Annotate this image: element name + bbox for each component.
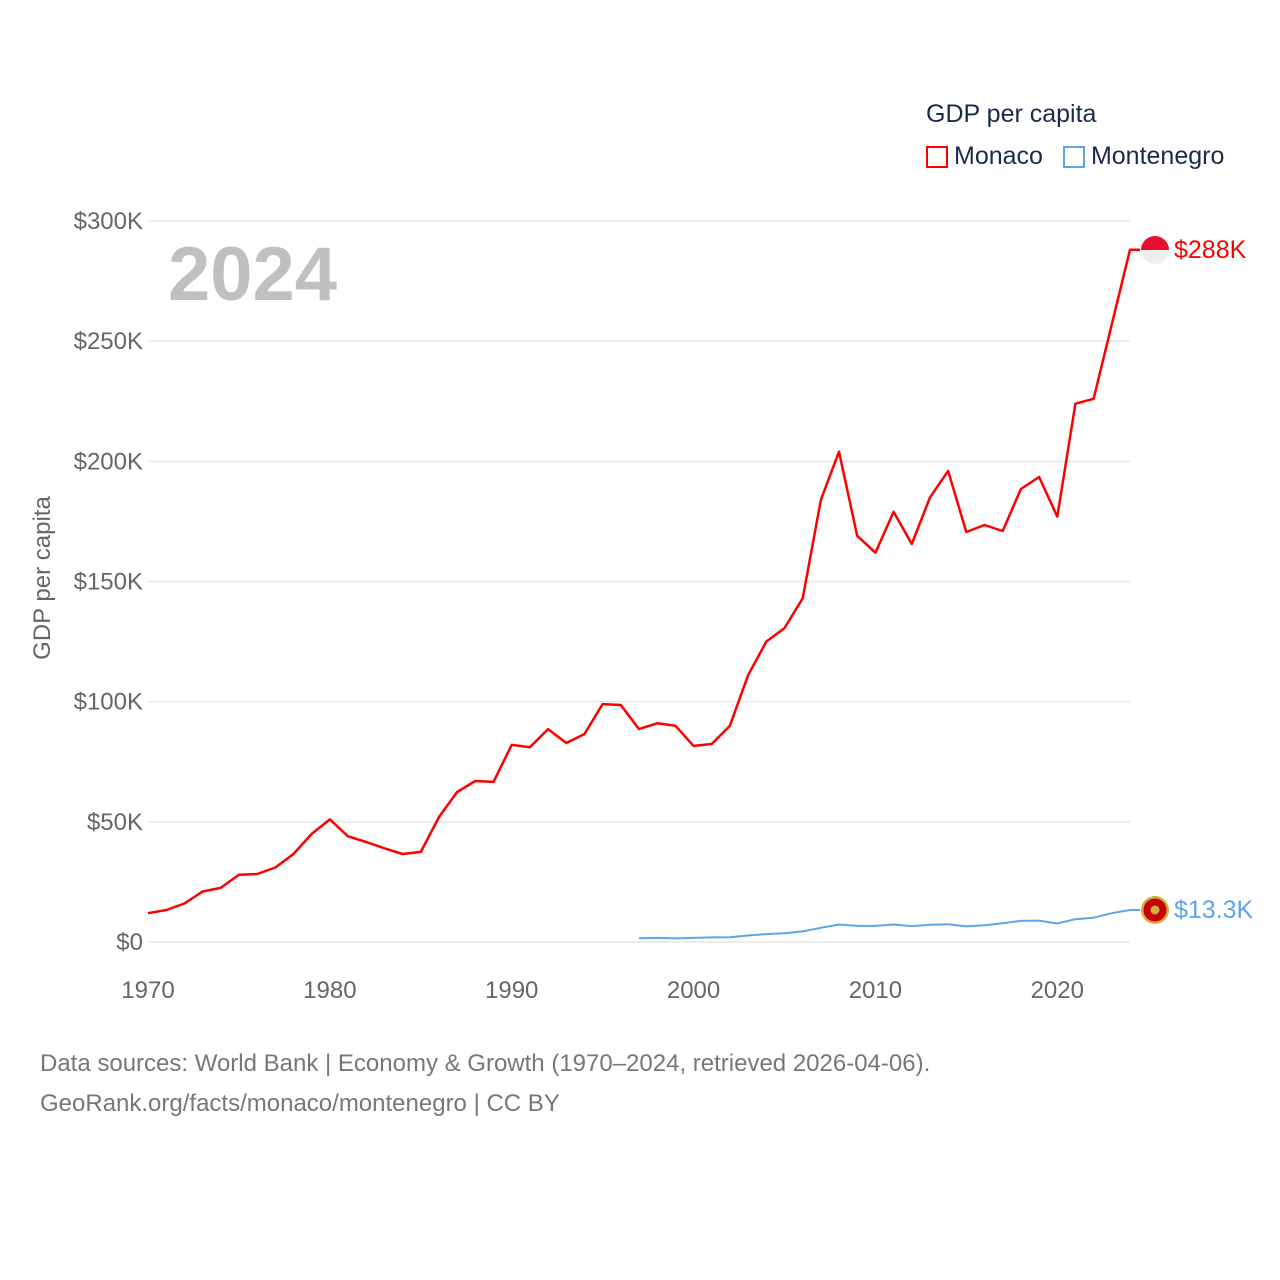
x-tick-label: 2020 [1031,977,1084,1004]
x-tick-label: 2000 [667,977,720,1004]
series-line-montenegro [638,909,1140,940]
year-watermark: 2024 [168,232,337,317]
x-tick-labels: 1970 1980 1990 2000 2010 2020 [121,977,1084,1004]
monaco-flag-icon [1141,236,1169,264]
y-tick-label: $100K [74,689,143,716]
series-line-monaco [147,248,1140,915]
end-label-monaco: $288K [1174,236,1247,264]
source-line-1: Data sources: World Bank | Economy & Gro… [40,1050,931,1077]
source-note: Data sources: World Bank | Economy & Gro… [40,1044,930,1124]
y-tick-label: $50K [87,809,143,836]
y-tick-label: $300K [74,208,143,235]
x-tick-label: 1990 [485,977,538,1004]
source-line-2: GeoRank.org/facts/monaco/montenegro | CC… [40,1090,560,1117]
legend-label-monaco: Monaco [954,142,1043,170]
y-tick-label: $250K [74,328,143,355]
x-tick-label: 1970 [121,977,174,1004]
legend: Monaco Montenegro [926,142,1224,171]
x-tick-label: 1980 [303,977,356,1004]
y-axis-label: GDP per capita [29,496,56,660]
legend-swatch-montenegro [1062,145,1085,168]
y-tick-label: $200K [74,448,143,475]
montenegro-flag-icon [1141,896,1169,924]
y-tick-labels: $0 $50K $100K $150K $200K $250K $300K [74,208,143,956]
legend-item-montenegro[interactable]: Montenegro [1062,142,1225,171]
legend-swatch-monaco [926,145,948,168]
legend-label-montenegro: Montenegro [1090,142,1225,170]
series-lines [147,248,1140,940]
y-tick-label: $0 [116,929,143,956]
x-tick-label: 2010 [849,977,902,1004]
end-labels: $288K $13.3K [1174,236,1254,924]
legend-title: GDP per capita [926,100,1097,128]
gridlines [148,220,1130,943]
legend-item-monaco[interactable]: Monaco [926,142,1043,171]
y-tick-label: $150K [74,569,143,596]
end-label-montenegro: $13.3K [1174,896,1254,924]
